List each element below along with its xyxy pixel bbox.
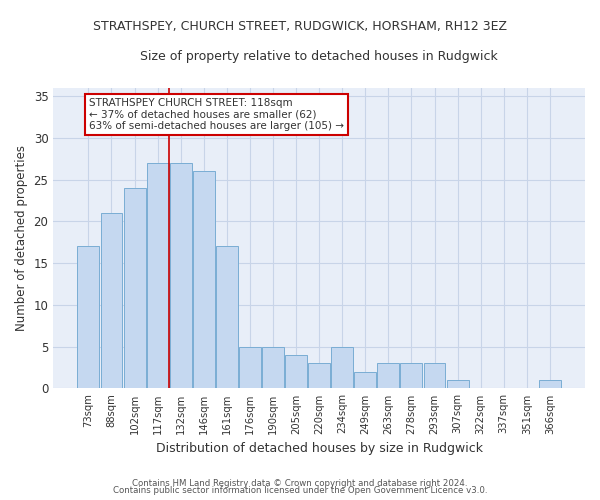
Bar <box>285 355 307 388</box>
Bar <box>308 364 330 388</box>
Bar <box>124 188 146 388</box>
Y-axis label: Number of detached properties: Number of detached properties <box>15 145 28 331</box>
Bar <box>193 172 215 388</box>
Bar <box>216 246 238 388</box>
Text: STRATHSPEY, CHURCH STREET, RUDGWICK, HORSHAM, RH12 3EZ: STRATHSPEY, CHURCH STREET, RUDGWICK, HOR… <box>93 20 507 33</box>
Bar <box>400 364 422 388</box>
Bar <box>239 346 261 389</box>
Text: Contains public sector information licensed under the Open Government Licence v3: Contains public sector information licen… <box>113 486 487 495</box>
Bar <box>331 346 353 389</box>
Bar <box>101 213 122 388</box>
Bar <box>446 380 469 388</box>
Text: STRATHSPEY CHURCH STREET: 118sqm
← 37% of detached houses are smaller (62)
63% o: STRATHSPEY CHURCH STREET: 118sqm ← 37% o… <box>89 98 344 131</box>
Bar <box>355 372 376 388</box>
Bar <box>424 364 445 388</box>
Title: Size of property relative to detached houses in Rudgwick: Size of property relative to detached ho… <box>140 50 498 63</box>
Bar <box>77 246 100 388</box>
Bar <box>262 346 284 389</box>
Text: Contains HM Land Registry data © Crown copyright and database right 2024.: Contains HM Land Registry data © Crown c… <box>132 478 468 488</box>
Bar <box>377 364 400 388</box>
Bar <box>146 163 169 388</box>
X-axis label: Distribution of detached houses by size in Rudgwick: Distribution of detached houses by size … <box>155 442 482 455</box>
Bar <box>170 163 191 388</box>
Bar <box>539 380 561 388</box>
